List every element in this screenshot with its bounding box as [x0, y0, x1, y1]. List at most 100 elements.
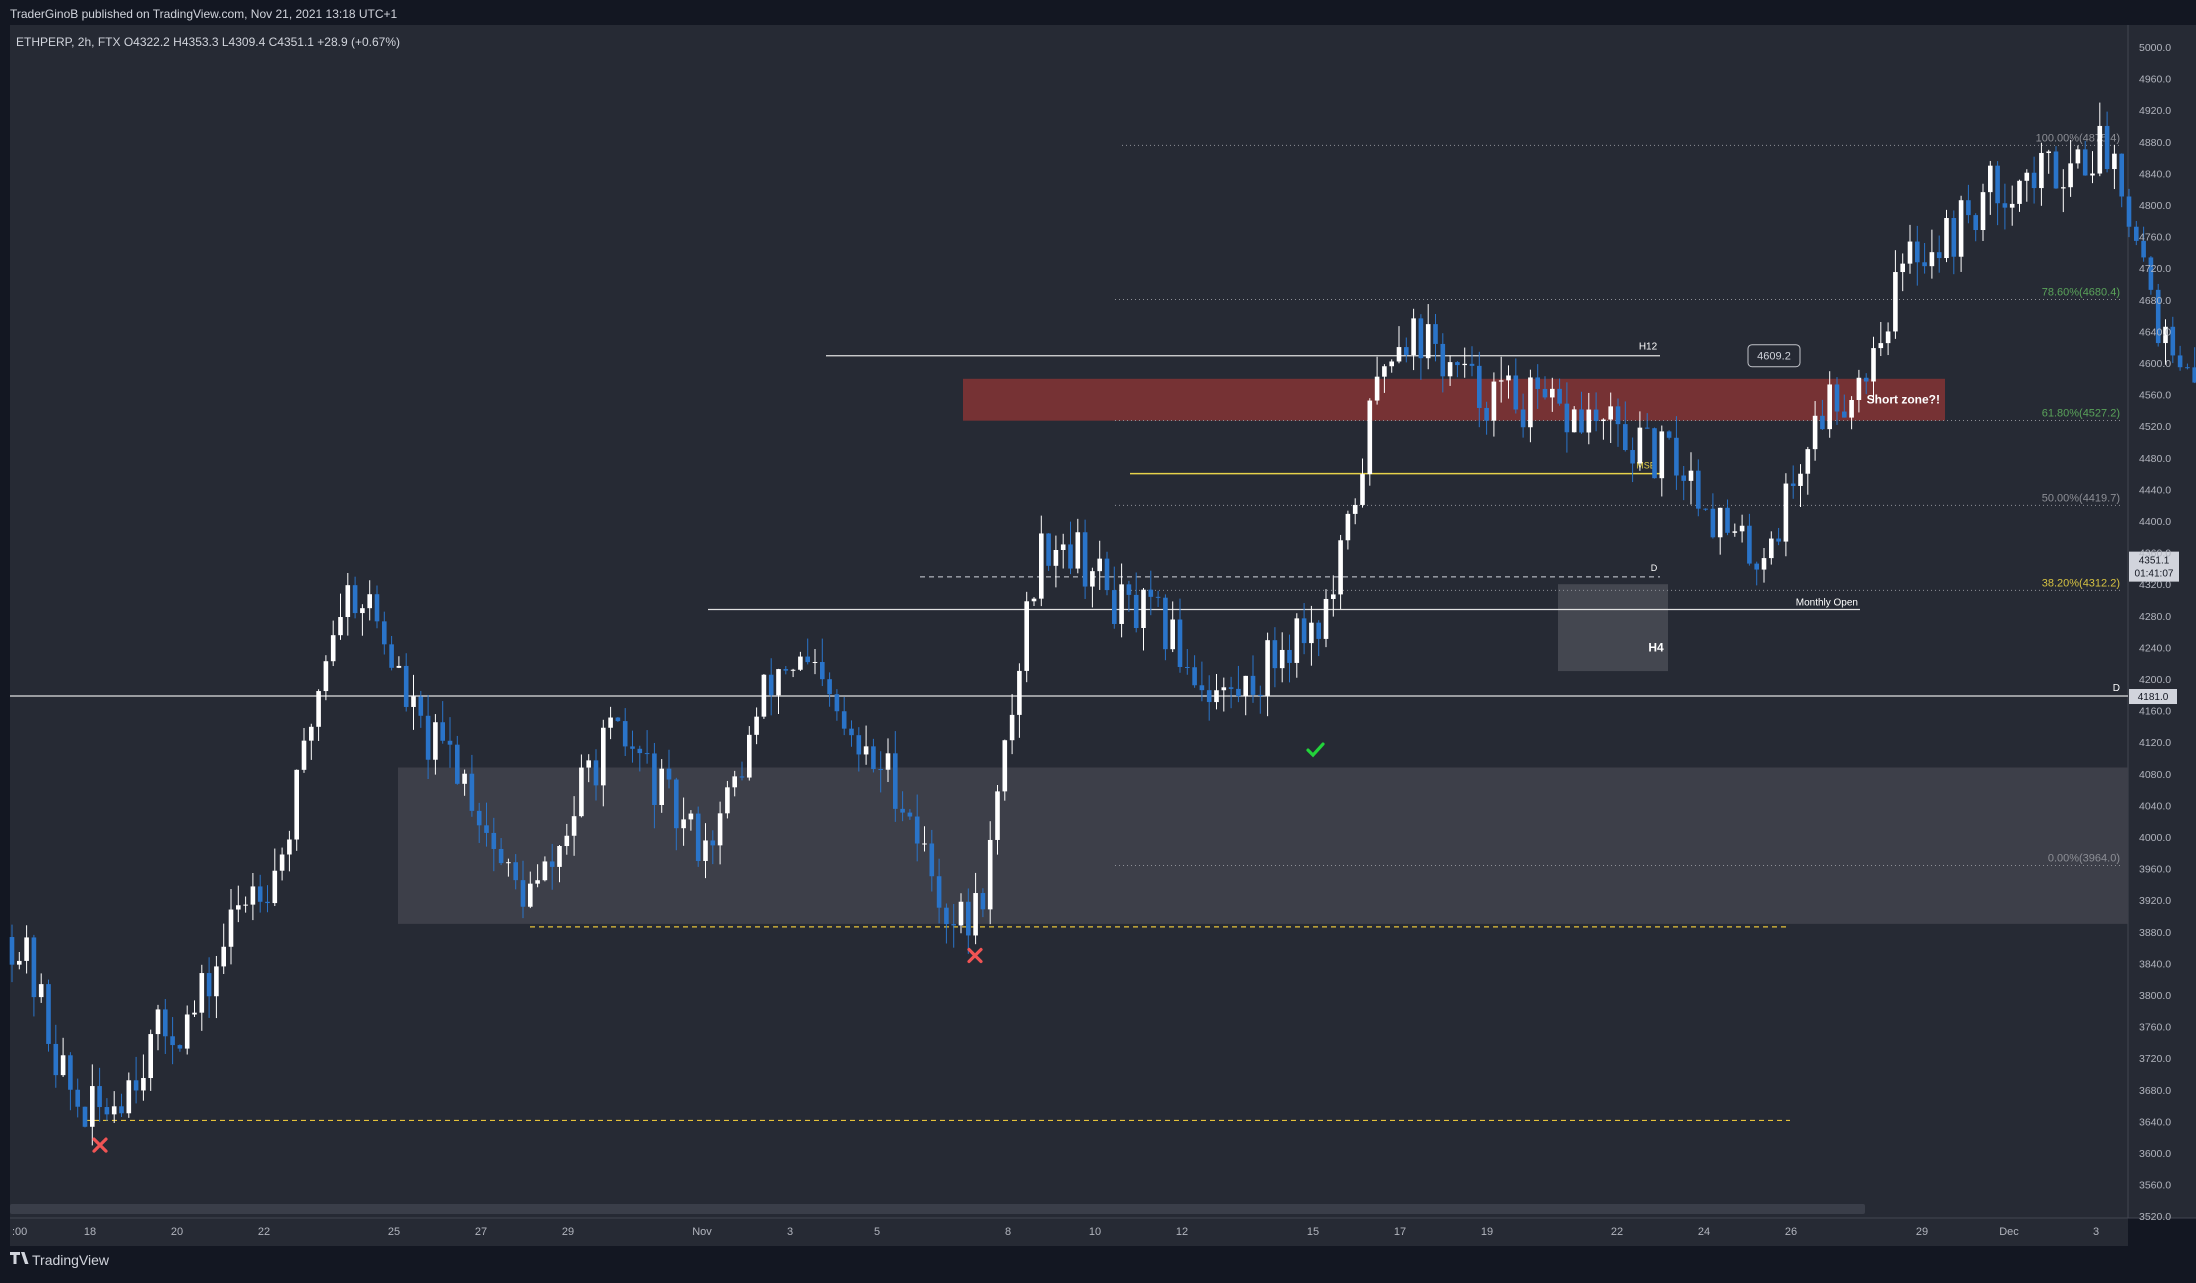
candle-body: [1776, 538, 1781, 542]
candle-body: [1228, 687, 1234, 689]
time-scrollbar[interactable]: [10, 1204, 1865, 1214]
candle-body: [1885, 331, 1891, 344]
candle-body: [1206, 690, 1212, 703]
candle-body: [666, 768, 672, 780]
candle-body: [352, 585, 358, 614]
candle-body: [360, 608, 365, 614]
bar-countdown-label: 01:41:07: [2135, 569, 2174, 580]
candle-body: [1360, 474, 1365, 505]
candle-body: [206, 973, 212, 997]
candle-body: [1812, 415, 1818, 450]
candle-body: [601, 727, 606, 786]
price-tick: 4280.0: [2139, 611, 2171, 623]
time-axis[interactable]: [10, 1218, 2128, 1246]
price-tick: 4360.0: [2139, 548, 2171, 560]
candle-body: [1075, 532, 1081, 569]
candle-body: [1287, 649, 1292, 663]
time-tick: Dec: [1999, 1226, 2019, 1238]
candle-body: [469, 773, 475, 811]
candle-body: [1929, 252, 1935, 267]
candle-body: [250, 886, 256, 905]
symbol-legend[interactable]: ETHPERP, 2h, FTX O4322.2 H4353.3 L4309.4…: [16, 35, 400, 49]
candle-body: [1250, 675, 1256, 695]
candle-body: [1995, 165, 2000, 204]
candle-body: [1805, 449, 1811, 474]
candle-body: [593, 760, 599, 786]
price-tick: 4400.0: [2139, 516, 2171, 528]
candle-body: [579, 767, 584, 817]
candle-body: [257, 886, 263, 902]
fib-label: 50.00%(4419.7): [2042, 492, 2120, 504]
daily-label: D: [2113, 683, 2120, 694]
candle-body: [2039, 152, 2044, 189]
candle-body: [2031, 172, 2037, 189]
candle-body: [1112, 590, 1117, 624]
candle-body: [929, 843, 935, 877]
time-tick: 22: [258, 1226, 270, 1238]
candle-body: [2053, 151, 2059, 189]
candle-body: [2192, 367, 2196, 383]
candle-body: [1498, 380, 1504, 382]
candle-body: [1696, 470, 1701, 509]
price-tick: 4800.0: [2139, 200, 2171, 212]
candle-body: [2170, 326, 2176, 356]
candle-body: [1031, 598, 1037, 602]
candle-body: [907, 812, 913, 817]
time-tick: 29: [562, 1226, 574, 1238]
candle-body: [1316, 622, 1321, 639]
candle-body: [1652, 428, 1657, 479]
price-tick: 4240.0: [2139, 642, 2171, 654]
candle-body: [1177, 619, 1183, 667]
candle-body: [1907, 241, 1913, 264]
candle-body: [1710, 508, 1716, 538]
candle-body: [1827, 384, 1832, 430]
candle-body: [90, 1086, 95, 1127]
tradingview-logo[interactable]: TradingView: [10, 1252, 110, 1268]
candle-body: [1214, 690, 1219, 703]
candle-body: [2126, 196, 2132, 227]
candle-body: [403, 665, 409, 707]
time-tick: Nov: [692, 1226, 712, 1238]
candle-body: [418, 696, 424, 716]
current-price-tag-box: [2129, 551, 2179, 582]
chart-pane[interactable]: [10, 25, 2128, 1218]
candle-body: [856, 735, 862, 755]
candle-body: [1491, 381, 1497, 421]
candle-body: [1126, 584, 1132, 595]
price-tick: 3680.0: [2139, 1085, 2171, 1097]
candle-body: [1367, 400, 1373, 475]
candle-body: [1133, 594, 1139, 629]
time-tick: 3: [787, 1226, 793, 1238]
candle-body: [1958, 200, 1964, 257]
price-axis[interactable]: [2128, 25, 2196, 1218]
candle-body: [1739, 525, 1745, 532]
candle-body: [1053, 550, 1059, 566]
candle-body: [1192, 667, 1197, 686]
candle-body: [184, 1014, 190, 1049]
candle-body: [863, 746, 869, 755]
candle-body: [1433, 324, 1438, 344]
candle-body: [1374, 376, 1380, 401]
time-tick: 22: [1611, 1226, 1623, 1238]
candle-body: [586, 760, 591, 768]
candle-body: [1878, 343, 1884, 349]
candle-body: [754, 716, 759, 735]
price-tick: 3760.0: [2139, 1022, 2171, 1034]
candle-body: [236, 905, 241, 910]
time-axis-labels: :00 18 20 22 25 27 29 Nov 3 5 8 10 12 15 17 19 22 24 26 29 D…: [12, 1226, 2099, 1238]
candle-body: [710, 840, 716, 846]
candle-body: [1593, 409, 1599, 422]
candle-body: [1579, 409, 1584, 433]
candle-body: [1936, 252, 1942, 259]
candle-body: [301, 740, 307, 770]
candle-body: [133, 1080, 139, 1091]
candle-body: [1769, 538, 1774, 559]
candle-body: [1418, 318, 1424, 359]
candle-body: [1039, 533, 1044, 599]
candle-body: [1506, 375, 1511, 381]
candle-body: [425, 715, 431, 760]
candle-body: [2002, 203, 2008, 208]
candle-body: [294, 769, 299, 840]
candle-body: [2009, 203, 2015, 208]
